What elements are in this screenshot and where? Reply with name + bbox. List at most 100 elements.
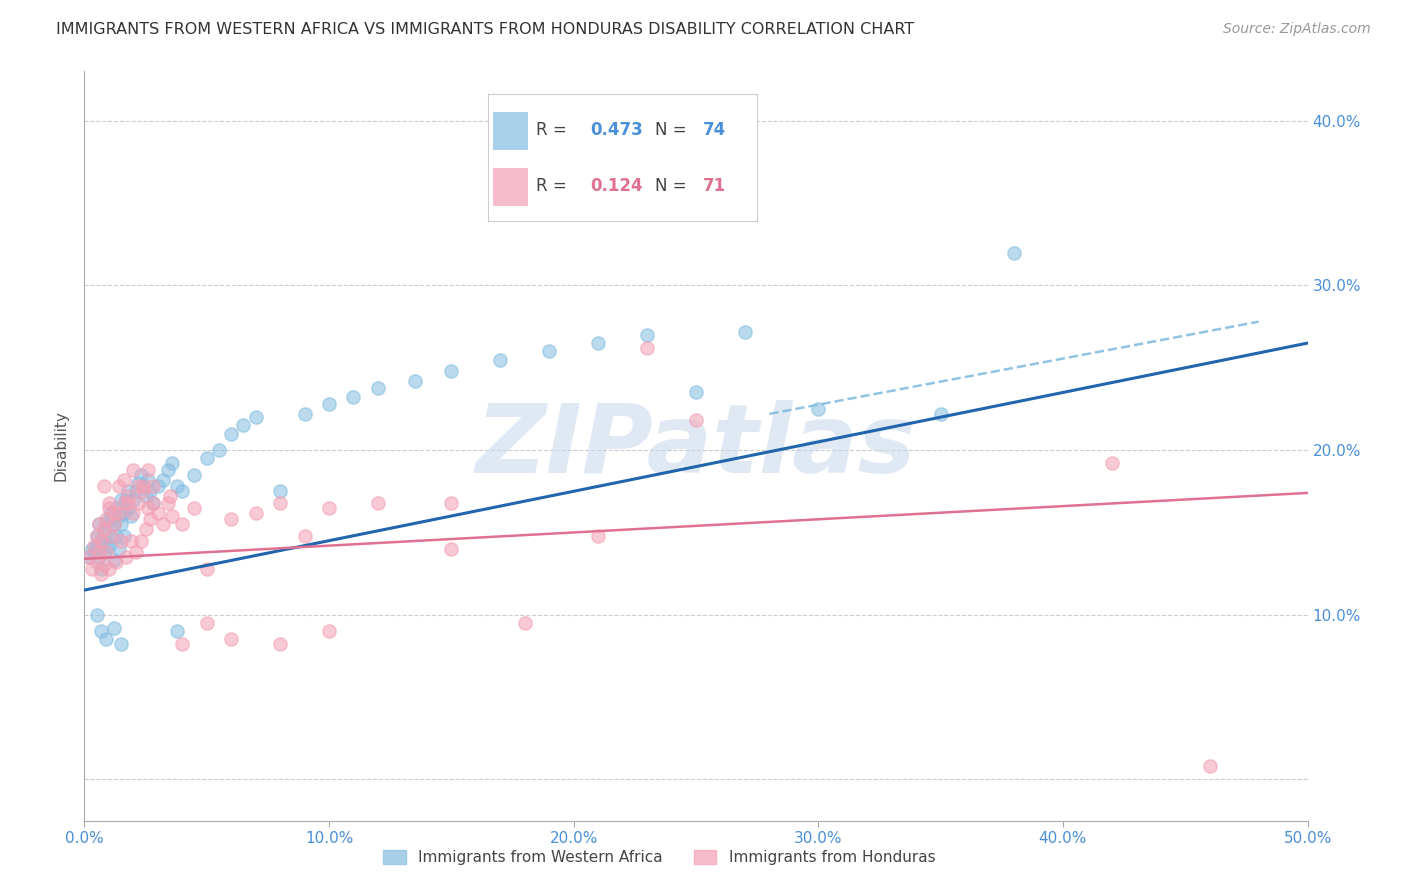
- Point: [96, 517, 118, 532]
- Text: ZIPatlas: ZIPatlas: [475, 400, 917, 492]
- Point: [90, 566, 112, 581]
- Point: [269, 496, 291, 510]
- Point: [77, 550, 100, 565]
- Point: [107, 479, 129, 493]
- Point: [96, 632, 118, 647]
- Point: [636, 341, 658, 355]
- Point: [96, 545, 118, 559]
- Point: [100, 506, 122, 520]
- Point: [136, 500, 159, 515]
- Point: [440, 496, 463, 510]
- Point: [96, 537, 118, 551]
- Point: [112, 473, 135, 487]
- Point: [87, 545, 110, 559]
- Point: [538, 344, 561, 359]
- Point: [105, 555, 128, 569]
- Point: [135, 522, 157, 536]
- Point: [146, 506, 169, 520]
- Point: [162, 456, 184, 470]
- Point: [122, 463, 145, 477]
- Point: [86, 529, 108, 543]
- Point: [1101, 456, 1123, 470]
- Point: [136, 463, 159, 477]
- Point: [219, 632, 242, 647]
- Point: [110, 517, 132, 532]
- Point: [90, 533, 112, 548]
- Point: [93, 522, 115, 536]
- Point: [367, 380, 389, 394]
- Point: [97, 500, 120, 515]
- Point: [195, 615, 218, 630]
- Point: [294, 407, 316, 421]
- Point: [929, 407, 952, 421]
- Point: [112, 496, 135, 510]
- Text: Source: ZipAtlas.com: Source: ZipAtlas.com: [1223, 22, 1371, 37]
- Point: [159, 489, 181, 503]
- Point: [219, 426, 242, 441]
- Point: [513, 615, 536, 630]
- Point: [107, 506, 129, 520]
- Point: [269, 637, 291, 651]
- Point: [127, 476, 149, 491]
- Point: [96, 512, 118, 526]
- Point: [90, 562, 112, 576]
- Point: [86, 529, 108, 543]
- Point: [110, 637, 132, 651]
- Point: [404, 374, 426, 388]
- Point: [489, 352, 512, 367]
- Point: [122, 492, 145, 507]
- Point: [183, 500, 205, 515]
- Point: [105, 529, 128, 543]
- Point: [117, 500, 139, 515]
- Point: [1002, 245, 1025, 260]
- Point: [86, 539, 108, 553]
- Point: [77, 550, 100, 565]
- Point: [132, 484, 155, 499]
- Point: [166, 624, 188, 639]
- Point: [152, 473, 174, 487]
- Point: [156, 496, 179, 510]
- Point: [318, 500, 340, 515]
- Point: [105, 500, 128, 515]
- Point: [97, 539, 120, 553]
- Point: [83, 545, 105, 559]
- Point: [132, 479, 155, 493]
- Text: IMMIGRANTS FROM WESTERN AFRICA VS IMMIGRANTS FROM HONDURAS DISABILITY CORRELATIO: IMMIGRANTS FROM WESTERN AFRICA VS IMMIGR…: [56, 22, 914, 37]
- Point: [115, 492, 138, 507]
- Point: [127, 496, 149, 510]
- Point: [318, 624, 340, 639]
- Point: [136, 473, 159, 487]
- Point: [139, 512, 162, 526]
- Point: [117, 496, 139, 510]
- Point: [440, 541, 463, 556]
- Point: [162, 508, 184, 523]
- Point: [139, 484, 162, 499]
- Point: [195, 562, 218, 576]
- Point: [219, 512, 242, 526]
- Point: [195, 451, 218, 466]
- Point: [367, 496, 389, 510]
- Point: [156, 463, 179, 477]
- Point: [87, 517, 110, 532]
- Point: [103, 517, 125, 532]
- Point: [127, 479, 149, 493]
- Point: [294, 529, 316, 543]
- Point: [125, 484, 148, 499]
- Point: [112, 506, 135, 520]
- Point: [142, 479, 165, 493]
- Point: [342, 391, 364, 405]
- Point: [107, 541, 129, 556]
- Point: [132, 479, 155, 493]
- Point: [93, 545, 115, 559]
- Point: [440, 364, 463, 378]
- Point: [172, 637, 194, 651]
- Point: [87, 550, 110, 565]
- Point: [208, 443, 231, 458]
- Point: [86, 607, 108, 622]
- Point: [232, 418, 254, 433]
- Point: [115, 550, 138, 565]
- Point: [100, 530, 122, 544]
- Point: [80, 562, 103, 576]
- Point: [142, 496, 165, 510]
- Y-axis label: Disability: Disability: [53, 410, 69, 482]
